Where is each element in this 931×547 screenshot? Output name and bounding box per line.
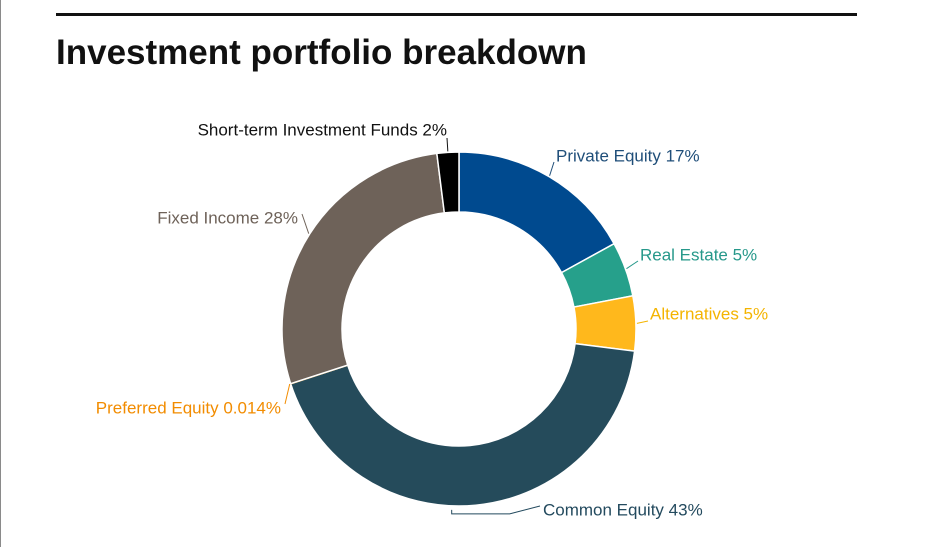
title-rule	[56, 13, 857, 16]
label-alternatives: Alternatives 5%	[650, 304, 768, 323]
chart-title: Investment portfolio breakdown	[56, 33, 587, 72]
label-real-estate: Real Estate 5%	[640, 245, 757, 264]
label-fixed-income: Fixed Income 28%	[157, 208, 298, 227]
leader-line-short-term-investment-funds	[446, 137, 449, 152]
label-common-equity: Common Equity 43%	[543, 500, 703, 519]
leader-line-preferred-equity	[284, 383, 291, 405]
leader-line-common-equity	[451, 505, 541, 515]
leader-line-real-estate	[626, 260, 639, 270]
leader-line-private-equity	[549, 161, 555, 176]
label-private-equity: Private Equity 17%	[556, 146, 700, 165]
labels-group: Private Equity 17% Real Estate 5% Alternat…	[96, 120, 768, 519]
leader-line-fixed-income	[301, 213, 310, 234]
left-border	[0, 0, 1, 547]
slices-group	[281, 151, 637, 507]
slice-fixed-income	[281, 152, 446, 385]
label-short-term-investment-funds: Short-term Investment Funds 2%	[198, 120, 447, 139]
label-preferred-equity: Preferred Equity 0.014%	[96, 398, 281, 417]
slice-private-equity	[458, 151, 616, 274]
slice-short-term-investment-funds	[435, 151, 460, 214]
leader-line-alternatives	[636, 320, 649, 324]
leader-lines-group	[284, 137, 649, 515]
slice-common-equity	[289, 342, 636, 507]
